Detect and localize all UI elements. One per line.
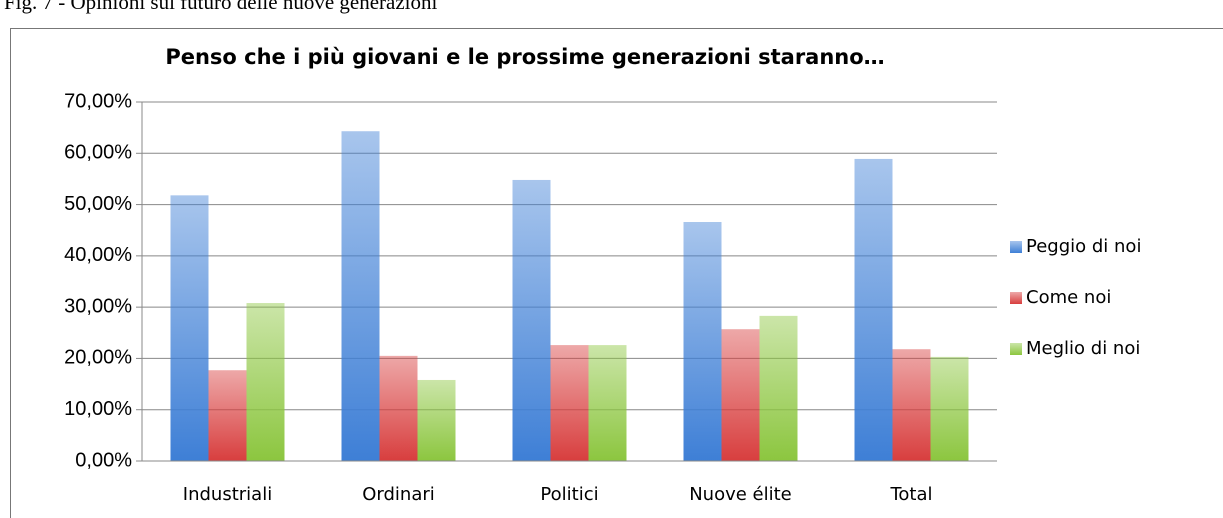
bar xyxy=(170,195,209,461)
legend-swatch xyxy=(1010,343,1022,355)
legend-swatch xyxy=(1010,241,1022,253)
y-tick-label: 10,00% xyxy=(64,398,132,420)
x-tick-label: Total xyxy=(889,484,932,505)
y-tick-label: 20,00% xyxy=(64,347,132,369)
bar xyxy=(854,158,893,462)
bar xyxy=(759,315,798,461)
y-tick-label: 30,00% xyxy=(64,295,132,317)
chart-title: Penso che i più giovani e le prossime ge… xyxy=(165,45,884,69)
bar xyxy=(930,356,969,461)
legend-label: Peggio di noi xyxy=(1026,236,1141,257)
bar xyxy=(417,379,456,461)
bar xyxy=(246,303,285,461)
bar xyxy=(512,179,551,461)
y-tick-label: 70,00% xyxy=(64,90,132,112)
x-tick-label: Nuove élite xyxy=(689,484,792,505)
bar xyxy=(721,329,760,461)
bar xyxy=(892,349,931,461)
y-tick-label: 50,00% xyxy=(64,193,132,215)
y-tick-label: 60,00% xyxy=(64,142,132,164)
x-tick-label: Industriali xyxy=(183,484,272,505)
bar xyxy=(208,370,247,461)
bar xyxy=(683,222,722,461)
figure-caption: Fig. 7 - Opinioni sul futuro delle nuove… xyxy=(4,0,437,14)
x-tick-label: Politici xyxy=(540,484,598,505)
bar xyxy=(588,345,627,461)
legend-label: Meglio di noi xyxy=(1026,338,1140,359)
bar xyxy=(379,355,418,461)
x-tick-label: Ordinari xyxy=(362,484,435,505)
legend-swatch xyxy=(1010,292,1022,304)
y-tick-label: 40,00% xyxy=(64,244,132,266)
y-tick-label: 0,00% xyxy=(75,449,132,471)
bar xyxy=(341,131,380,462)
legend-label: Come noi xyxy=(1026,287,1111,308)
bar xyxy=(550,345,589,461)
